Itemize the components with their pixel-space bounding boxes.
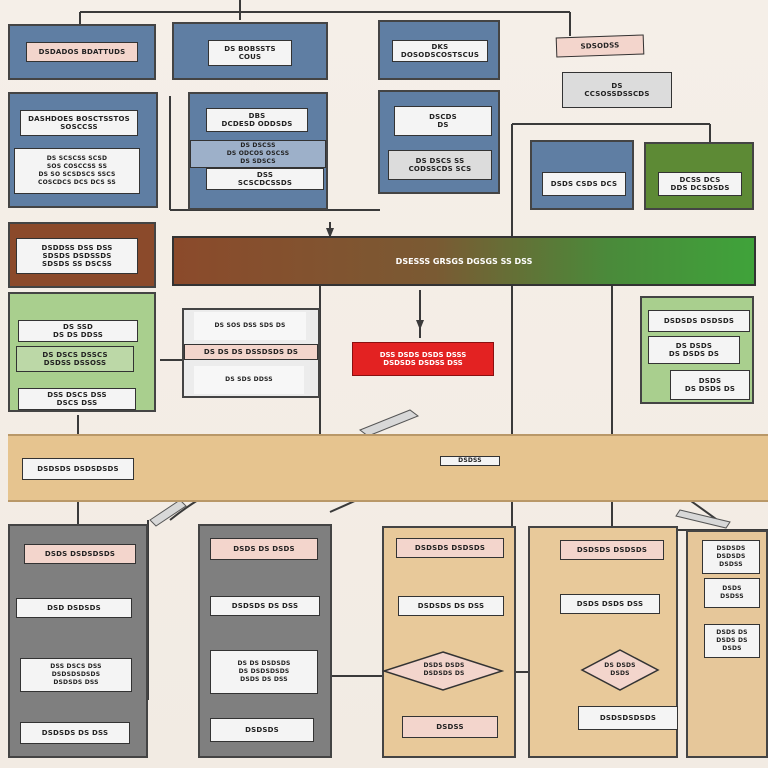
col1-box-2: DSD DSDSDS <box>16 598 132 618</box>
col1-box-3: DSS DSCS DSS DSDSDSDSDS DSDSDS DSS <box>20 658 132 692</box>
col3-diamond <box>382 651 504 691</box>
legend-tag: SDSODSS <box>555 34 645 58</box>
band-tag: DSDSS <box>440 456 500 466</box>
col4-diamond <box>580 649 660 691</box>
right-green-box-2: DS DSDS DS DSDS DS <box>648 336 740 364</box>
center-line-1: DS SOS DSS SDS DS <box>194 312 306 340</box>
col5-box-1: DSDSDS DSDSDS DSDSS <box>702 540 760 574</box>
left-green-box-4: DSS DSCS DSS DSCS DSS <box>18 388 136 410</box>
second-panel-3-box-2: DS DSCS SS CODSSCDS SCS <box>388 150 492 180</box>
red-alert-box: DSS DSDS DSDS DSSS DSDSDS DSDSS DSS <box>352 342 494 376</box>
right-green-box-1: DSDSDS DSDSDS <box>648 310 750 332</box>
tan-band: DSDSDS DSDSDSDS DSDSS <box>8 434 768 502</box>
legend-box: DS CCSOSSDSSCDS <box>562 72 672 108</box>
col3-box-2: DSDSDS DS DSS <box>398 596 504 616</box>
bottom-col-3: DSDSDS DSDSDS DSDSDS DS DSS DSDSS <box>382 526 516 758</box>
col5-box-2: DSDS DSDSS <box>704 578 760 608</box>
col4-box-3: DSDSDSDSDS <box>578 706 678 730</box>
right-green-panel: DSDSDS DSDSDS DS DSDS DS DSDS DS DSDS DS… <box>640 296 754 404</box>
center-white-panel: DS SOS DSS SDS DS DS DS DS DSSDSDS DS DS… <box>182 308 320 398</box>
second-panel-2-box-3: DSS SCSCDCSSDS <box>206 168 324 190</box>
second-panel-4: DSDS CSDS DCS <box>530 140 634 210</box>
top-panel-3: DKS DOSODSCOSTSCUS <box>378 20 500 80</box>
col1-box-4: DSDSDS DS DSS <box>20 722 130 744</box>
col2-box-4: DSDSDS <box>210 718 314 742</box>
bar-left-block: DSDDSS DSS DSS SDSDS DSDSSDS SDSDS SS DS… <box>8 222 156 288</box>
col3-box-3: DSDSS <box>402 716 498 738</box>
center-line-3: DS SDS DDSS <box>194 366 304 394</box>
col3-box-1: DSDSDS DSDSDS <box>396 538 504 558</box>
top-panel-1-box: DSDADOS BDATTUDS <box>26 42 138 62</box>
col4-box-2: DSDS DSDS DSS <box>560 594 660 614</box>
second-panel-5: DCSS DCS DDS DCSDSDS <box>644 142 754 210</box>
second-panel-2-box-2: DS DSCSS DS ODCOS OSCSS DS SDSCS <box>190 140 326 168</box>
right-green-box-3: DSDS DS DSDS DS <box>670 370 750 400</box>
col2-box-3: DS DS DSDSDS DS DSDSDSDS DSDS DS DSS <box>210 650 318 694</box>
bottom-col-1: DSDS DSDSDSDS DSD DSDSDS DSS DSCS DSS DS… <box>8 524 148 758</box>
top-panel-2-box: DS BOBSSTS COUS <box>208 40 292 66</box>
left-green-box-2: DS SSD DS DS DDSS <box>18 320 138 342</box>
left-green-box-3: DS DSCS DSSCS DSDSS DSSOSS <box>16 346 134 372</box>
left-green-panel: DS SSD DS DS DDSS DS DSCS DSSCS DSDSS DS… <box>8 292 156 412</box>
bottom-col-5: DSDSDS DSDSDS DSDSS DSDS DSDSS DSDS DS D… <box>686 530 768 758</box>
second-panel-3: DSCDS DS DS DSCS SS CODSSCDS SCS <box>378 90 500 194</box>
col4-diamond-label: DS DSDS DSDS <box>604 662 636 677</box>
top-panel-3-box: DKS DOSODSCOSTSCUS <box>392 40 488 62</box>
col3-diamond-label: DSDS DSDS DSDSDS DS <box>423 662 465 677</box>
col5-box-3: DSDS DS DSDS DS DSDS <box>704 624 760 658</box>
bottom-col-2: DSDS DS DSDS DSDSDS DS DSS DS DS DSDSDS … <box>198 524 332 758</box>
second-panel-1: DASHDOES BOSCTSSTOS SOSCCSS DS SCSCSS SC… <box>8 92 158 208</box>
top-panel-1: DSDADOS BDATTUDS <box>8 24 156 80</box>
second-panel-2-box-1: DBS DCDESD ODDSDS <box>206 108 308 132</box>
band-label: DSDSDS DSDSDSDS <box>22 458 134 480</box>
col4-box-1: DSDSDS DSDSDS <box>560 540 664 560</box>
col1-box-1: DSDS DSDSDSDS <box>24 544 136 564</box>
main-process-bar: DSESSS GRSGS DGSGS SS DSS <box>172 236 756 286</box>
second-panel-4-box: DSDS CSDS DCS <box>542 172 626 196</box>
second-panel-2: DBS DCDESD ODDSDS DS DSCSS DS ODCOS OSCS… <box>188 92 328 210</box>
second-panel-3-box-1: DSCDS DS <box>394 106 492 136</box>
second-panel-5-box: DCSS DCS DDS DCSDSDS <box>658 172 742 196</box>
left-green-box-1: DSDDSS DSS DSS SDSDS DSDSSDS SDSDS SS DS… <box>16 238 138 274</box>
second-panel-1-box-1: DASHDOES BOSCTSSTOS SOSCCSS <box>20 110 138 136</box>
second-panel-1-box-2: DS SCSCSS SCSD SOS COSCCSS SS DS SO SCSD… <box>14 148 140 194</box>
col2-box-1: DSDS DS DSDS <box>210 538 318 560</box>
col2-box-2: DSDSDS DS DSS <box>210 596 320 616</box>
top-panel-2: DS BOBSSTS COUS <box>172 22 328 80</box>
bottom-col-4: DSDSDS DSDSDS DSDS DSDS DSS DSDSDSDSDS <box>528 526 678 758</box>
center-line-2: DS DS DS DSSDSDS DS <box>184 344 318 360</box>
